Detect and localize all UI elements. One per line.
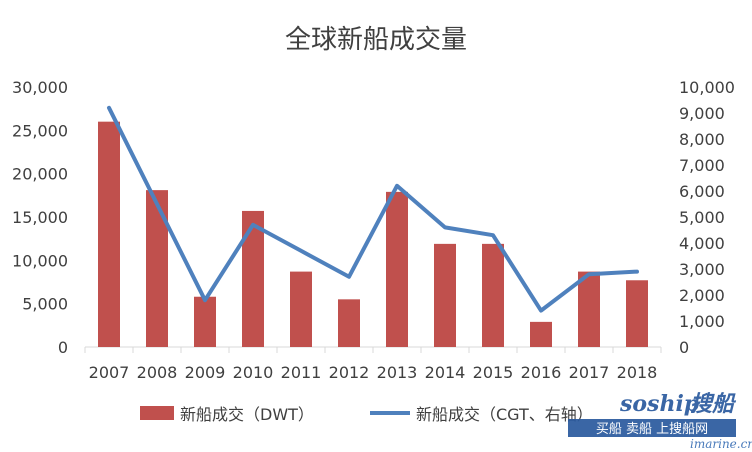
y-left-tick-label: 10,000 bbox=[12, 251, 68, 270]
x-tick-label: 2012 bbox=[329, 363, 370, 382]
legend-label-line: 新船成交（CGT、右轴） bbox=[416, 405, 593, 424]
bar bbox=[146, 190, 168, 347]
line-point bbox=[588, 273, 590, 275]
line-point bbox=[540, 310, 542, 312]
line-series bbox=[107, 105, 639, 313]
bar bbox=[626, 280, 648, 347]
line-point bbox=[204, 299, 206, 301]
line-point bbox=[252, 224, 254, 226]
y-right-tick-label: 1,000 bbox=[679, 312, 725, 331]
y-right-tick-label: 10,000 bbox=[679, 78, 735, 97]
legend-swatch-bars bbox=[140, 406, 174, 420]
y-right-tick-label: 3,000 bbox=[679, 260, 725, 279]
line-point bbox=[300, 250, 302, 252]
bar bbox=[338, 299, 360, 347]
bar bbox=[530, 321, 552, 347]
x-tick-label: 2011 bbox=[281, 363, 322, 382]
y-right-tick-label: 2,000 bbox=[679, 286, 725, 305]
y-left-tick-label: 5,000 bbox=[22, 295, 68, 314]
y-right-tick-label: 8,000 bbox=[679, 130, 725, 149]
y-right-tick-label: 6,000 bbox=[679, 182, 725, 201]
x-tick-label: 2015 bbox=[473, 363, 514, 382]
y-right-tick-label: 9,000 bbox=[679, 104, 725, 123]
x-tick-label: 2018 bbox=[617, 363, 658, 382]
x-tick-label: 2014 bbox=[425, 363, 466, 382]
line-point bbox=[348, 276, 350, 278]
x-tick-label: 2008 bbox=[137, 363, 178, 382]
y-right-tick-label: 7,000 bbox=[679, 156, 725, 175]
legend: 新船成交（DWT） 新船成交（CGT、右轴） bbox=[140, 405, 593, 424]
bar bbox=[98, 121, 120, 348]
watermark: soship 搜船 买船 卖船 上搜船网 imarine.cn bbox=[568, 391, 752, 451]
x-tick-label: 2013 bbox=[377, 363, 418, 382]
bar bbox=[578, 271, 600, 347]
bar bbox=[386, 191, 408, 347]
y-left-tick-label: 20,000 bbox=[12, 165, 68, 184]
watermark-url: imarine.cn bbox=[690, 437, 752, 451]
left-axis: 0 5,000 10,000 15,000 20,000 25,000 30,000 bbox=[12, 78, 68, 357]
y-left-tick-label: 30,000 bbox=[12, 78, 68, 97]
watermark-brand-cn: 搜船 bbox=[690, 391, 737, 417]
line-point bbox=[492, 234, 494, 236]
chart-title: 全球新船成交量 bbox=[285, 25, 467, 55]
y-right-tick-label: 0 bbox=[679, 338, 689, 357]
line-point bbox=[636, 271, 638, 273]
bar bbox=[194, 296, 216, 347]
x-tick-label: 2009 bbox=[185, 363, 226, 382]
bar bbox=[290, 271, 312, 347]
y-left-tick-label: 25,000 bbox=[12, 121, 68, 140]
legend-label-bars: 新船成交（DWT） bbox=[180, 405, 314, 424]
x-tick-label: 2007 bbox=[89, 363, 130, 382]
right-axis: 0 1,000 2,000 3,000 4,000 5,000 6,000 7,000 8,00… bbox=[679, 78, 735, 357]
y-left-tick-label: 0 bbox=[58, 338, 68, 357]
x-tick-label: 2010 bbox=[233, 363, 274, 382]
line-point bbox=[156, 203, 158, 205]
bar bbox=[434, 243, 456, 347]
line-point bbox=[444, 226, 446, 228]
line-point bbox=[396, 185, 398, 187]
watermark-tagline: 买船 卖船 上搜船网 bbox=[596, 422, 708, 437]
series-line bbox=[107, 105, 639, 313]
y-right-tick-label: 5,000 bbox=[679, 208, 725, 227]
x-axis: 2007 2008 2009 2010 2011 2012 2013 2014 2015 2016… bbox=[84, 347, 662, 382]
bar bbox=[242, 210, 264, 347]
y-right-tick-label: 4,000 bbox=[679, 234, 725, 253]
watermark-brand: soship bbox=[619, 391, 700, 417]
bar bbox=[482, 243, 504, 347]
x-tick-label: 2016 bbox=[521, 363, 562, 382]
x-tick-label: 2017 bbox=[569, 363, 610, 382]
line-point bbox=[108, 107, 110, 109]
watermark-banner bbox=[568, 419, 736, 437]
bar-series bbox=[98, 121, 648, 348]
y-left-tick-label: 15,000 bbox=[12, 208, 68, 227]
